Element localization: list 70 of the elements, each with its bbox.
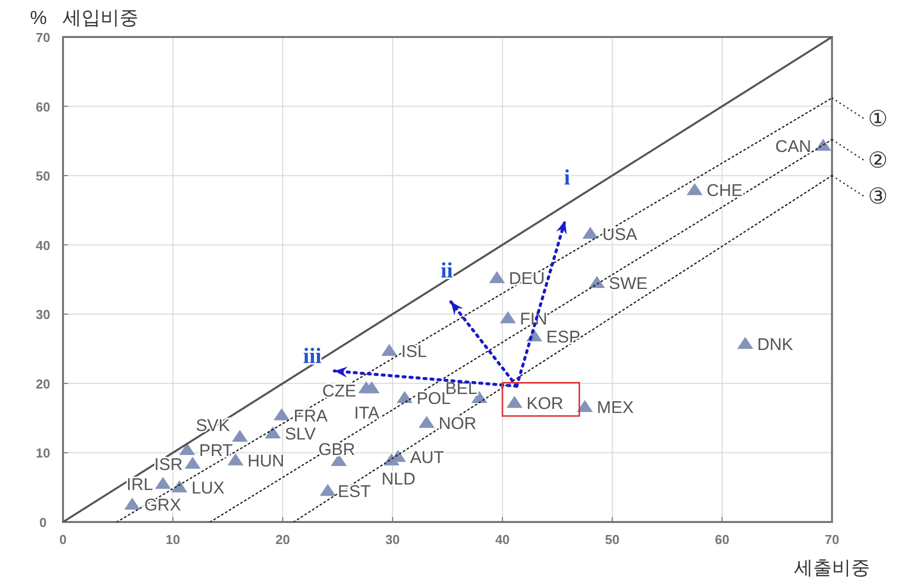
- point: [506, 396, 523, 408]
- x-axis-title: 세출비중: [794, 558, 870, 579]
- point: [383, 453, 400, 466]
- point: [124, 498, 140, 510]
- point: [737, 336, 754, 349]
- annotation: ITA: [354, 403, 380, 422]
- annotation: AUT: [410, 448, 444, 467]
- annotation: CZE: [322, 381, 356, 400]
- y-axis-title: % 세입비중: [30, 8, 139, 29]
- annotation: HUN: [247, 451, 284, 470]
- x-tick-label: 0: [59, 532, 67, 547]
- x-tick-label: 40: [495, 532, 510, 547]
- x-tick-label: 20: [275, 532, 290, 547]
- point: [184, 456, 201, 469]
- point: [418, 416, 435, 428]
- annotation: GBR: [318, 440, 356, 460]
- y-tick-label: 60: [36, 99, 50, 114]
- point: [364, 381, 380, 394]
- annotation: FRA: [294, 406, 328, 426]
- y-tick-label: 20: [36, 376, 50, 392]
- point: [576, 400, 593, 412]
- point: [396, 390, 413, 403]
- point: [381, 344, 398, 356]
- point: [588, 276, 605, 288]
- annotation: ii: [440, 258, 453, 283]
- y-tick-label: 0: [39, 515, 47, 530]
- annotation: LUX: [191, 478, 225, 498]
- y-tick-label: 50: [36, 168, 50, 184]
- point: [179, 442, 196, 455]
- point: [274, 408, 290, 420]
- point: [500, 311, 516, 324]
- point: [171, 480, 188, 492]
- y-tick-label: 70: [36, 30, 50, 45]
- annotation: PRT: [199, 440, 233, 460]
- x-tick-label: 60: [714, 532, 730, 547]
- annotation: i: [564, 164, 570, 190]
- annotation: NOR: [438, 414, 476, 433]
- annotation: CAN: [775, 136, 812, 156]
- annotation: KOR: [526, 394, 564, 413]
- annotation: iii: [303, 342, 322, 368]
- annotation: GRX: [144, 496, 182, 515]
- annotation: CHE: [706, 181, 743, 200]
- legend-label: ②: [868, 148, 888, 173]
- x-tick-label: 30: [385, 532, 400, 547]
- annotation: ISL: [401, 342, 427, 361]
- annotation: DNK: [757, 334, 794, 354]
- x-tick-label: 70: [824, 532, 840, 547]
- annotation: ESP: [546, 327, 580, 346]
- annotation: EST: [338, 482, 371, 501]
- point: [154, 476, 171, 489]
- annotation: SLV: [284, 424, 316, 444]
- point: [582, 226, 598, 239]
- y-tick-label: 40: [36, 238, 50, 253]
- annotation: USA: [602, 224, 638, 244]
- annotation: IRL: [126, 474, 153, 494]
- y-tick-label: 10: [36, 446, 50, 461]
- point: [686, 183, 703, 196]
- x-tick-label: 50: [605, 532, 620, 547]
- annotation: NLD: [381, 469, 416, 488]
- point: [232, 430, 248, 442]
- annotation: SWE: [608, 274, 648, 293]
- point: [815, 138, 832, 151]
- y-tick-label: 30: [36, 307, 50, 322]
- point: [488, 271, 505, 284]
- legend-label: ③: [868, 184, 888, 209]
- legend-label: ①: [868, 106, 888, 131]
- annotation: MEX: [596, 398, 634, 417]
- point: [264, 426, 281, 438]
- x-tick-label: 10: [166, 532, 180, 547]
- point: [320, 484, 336, 496]
